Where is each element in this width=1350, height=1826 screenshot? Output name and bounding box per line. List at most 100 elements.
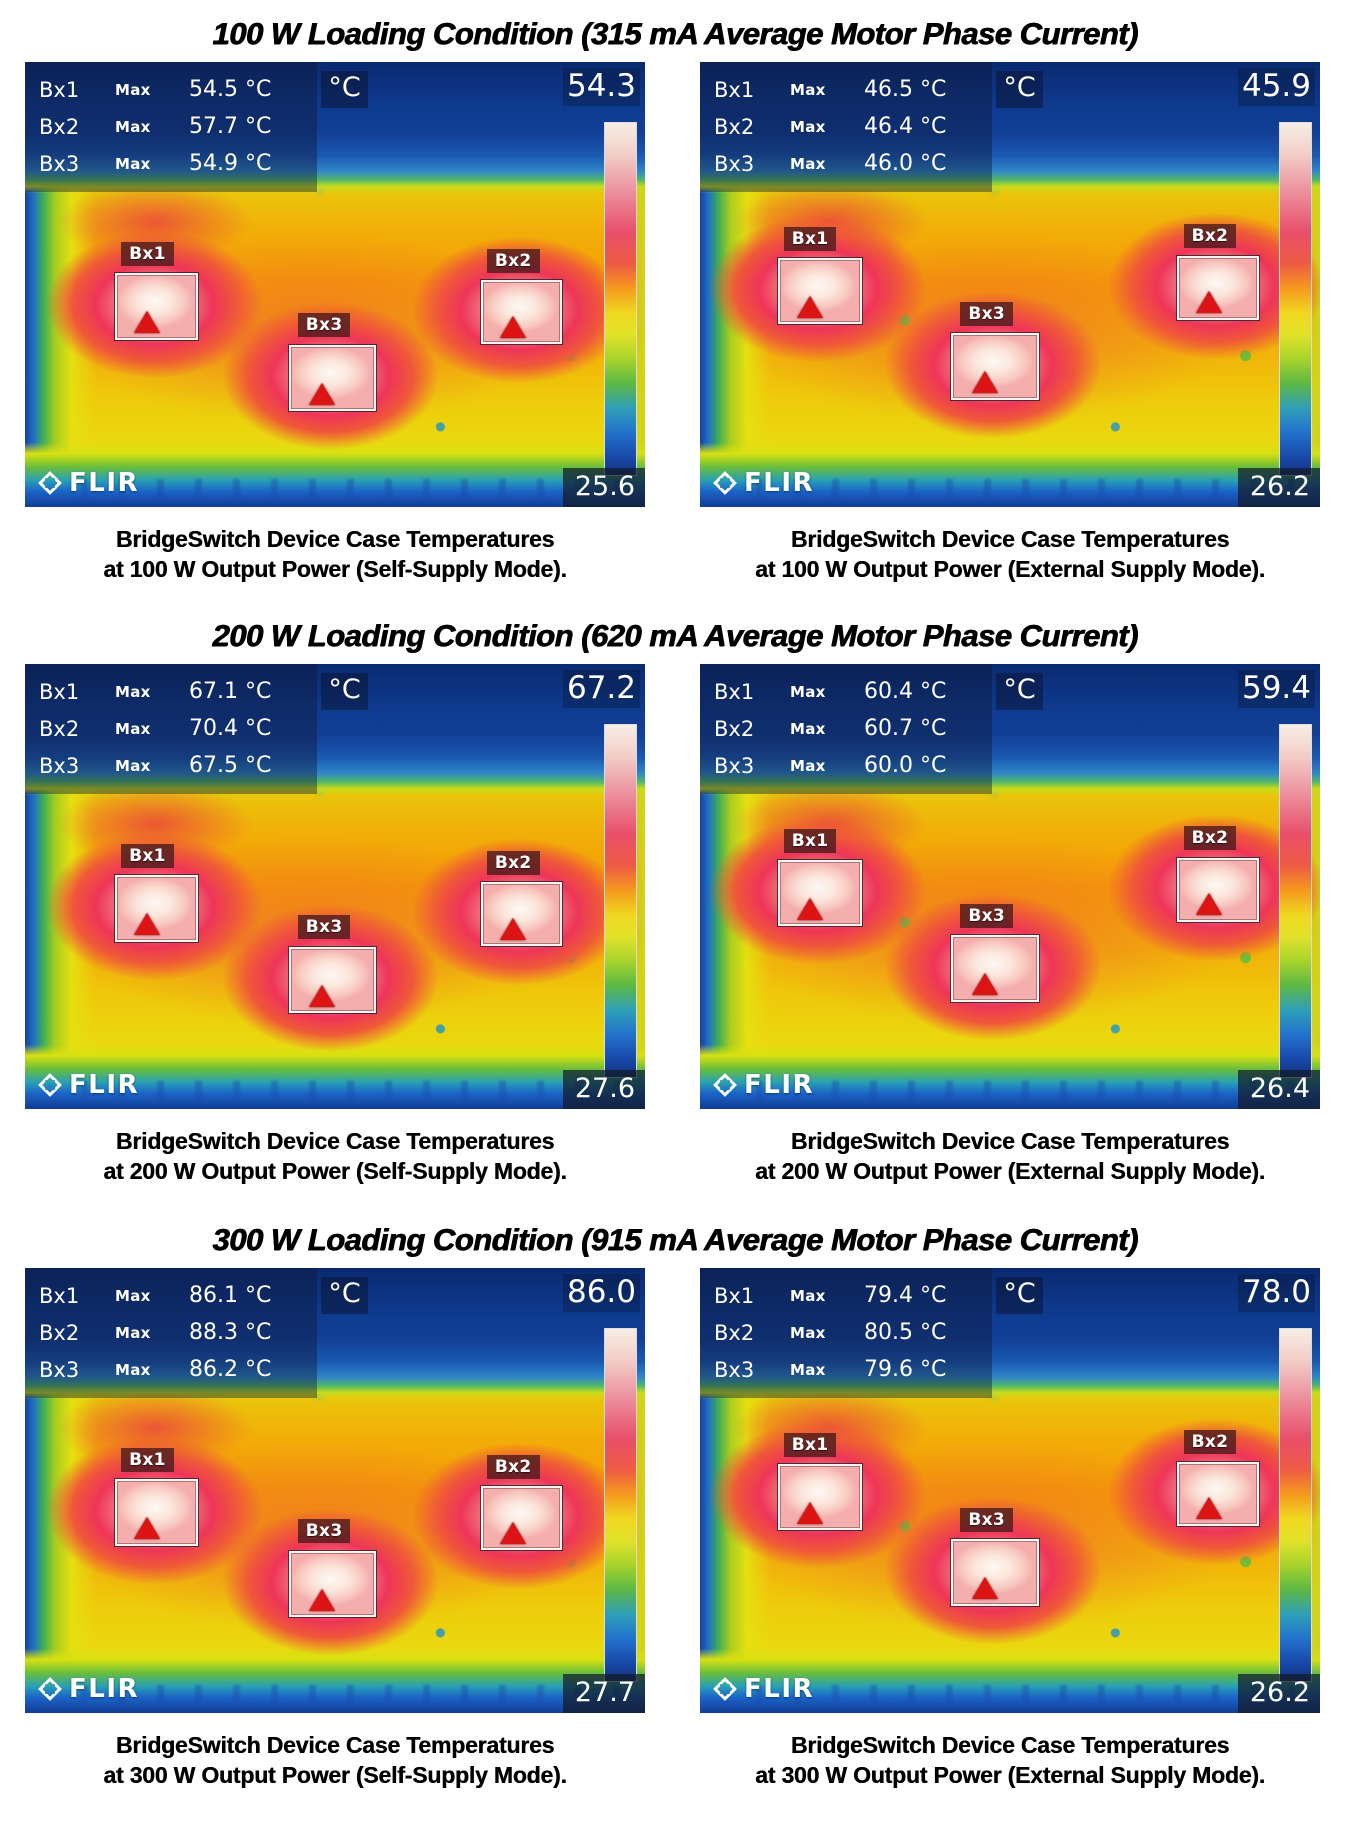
max-stat-label: Max bbox=[790, 1323, 826, 1342]
max-stat-label: Max bbox=[115, 756, 151, 775]
max-stat-label: Max bbox=[790, 1286, 826, 1305]
caption-line-2: at 200 W Output Power (Self-Supply Mode)… bbox=[103, 1158, 567, 1184]
marker-label-bx1: Bx1 bbox=[783, 828, 837, 853]
marker-label-bx1: Bx1 bbox=[121, 242, 174, 267]
image-caption: BridgeSwitch Device Case Temperatures at… bbox=[700, 1126, 1320, 1186]
color-scale-bar bbox=[604, 724, 637, 1078]
color-scale-bar bbox=[1279, 122, 1312, 476]
marker-box-bx2 bbox=[480, 1486, 563, 1551]
marker-box-bx3 bbox=[288, 946, 377, 1013]
hotspot-triangle-icon bbox=[797, 1501, 824, 1524]
connector-pins-strip bbox=[724, 1684, 1296, 1705]
box-label: Bx2 bbox=[714, 114, 755, 139]
max-stat-label: Max bbox=[790, 80, 826, 99]
box-label: Bx2 bbox=[39, 114, 80, 139]
max-temperature-value: 86.2 °C bbox=[189, 1357, 272, 1382]
measurement-row: Bx1 Max 86.1 °C bbox=[25, 1277, 317, 1314]
caption-line-2: at 300 W Output Power (External Supply M… bbox=[755, 1762, 1265, 1788]
hotspot-triangle-icon bbox=[1196, 1497, 1223, 1520]
marker-label-bx2: Bx2 bbox=[1183, 1430, 1237, 1455]
marker-label-bx3: Bx3 bbox=[960, 1508, 1014, 1533]
flir-logo-text: FLIR bbox=[744, 1070, 815, 1100]
marker-box-bx1 bbox=[777, 859, 863, 927]
max-stat-label: Max bbox=[790, 1360, 826, 1379]
celsius-unit-label: °C bbox=[321, 1276, 368, 1314]
flir-logo: FLIR bbox=[712, 468, 814, 498]
measurement-row: Bx3 Max 46.0 °C bbox=[700, 145, 992, 182]
measurement-row: Bx2 Max 80.5 °C bbox=[700, 1314, 992, 1351]
section-title: 100 W Loading Condition (315 mA Average … bbox=[212, 16, 1138, 51]
figure-column: Bx1 Bx3 Bx2 Bx1 Max 54.5 °C Bx2 Max 57.7 °C Bx3 Ma… bbox=[25, 62, 645, 584]
max-stat-label: Max bbox=[115, 1360, 151, 1379]
figure-column: Bx1 Bx3 Bx2 Bx1 Max 79.4 °C Bx2 Max 80.5 °C Bx3 Ma… bbox=[700, 1268, 1320, 1790]
box-label: Bx3 bbox=[39, 151, 80, 176]
marker-box-bx2 bbox=[1177, 255, 1259, 320]
celsius-unit-label: °C bbox=[996, 70, 1043, 108]
box-label: Bx1 bbox=[714, 1283, 755, 1308]
max-temperature-value: 79.4 °C bbox=[864, 1283, 947, 1308]
max-temperature-value: 86.1 °C bbox=[189, 1283, 272, 1308]
caption-line-2: at 100 W Output Power (Self-Supply Mode)… bbox=[103, 556, 567, 582]
max-temperature-value: 79.6 °C bbox=[864, 1357, 947, 1382]
max-stat-label: Max bbox=[790, 682, 826, 701]
section-title: 300 W Loading Condition (915 mA Average … bbox=[212, 1222, 1138, 1257]
color-scale-bar bbox=[604, 122, 637, 476]
marker-label-bx2: Bx2 bbox=[486, 850, 540, 875]
box-label: Bx1 bbox=[39, 679, 80, 704]
marker-box-bx1 bbox=[777, 1463, 863, 1531]
celsius-unit-label: °C bbox=[996, 672, 1043, 710]
scale-max-value: 78.0 bbox=[1237, 1274, 1315, 1312]
measurement-overlay: Bx1 Max 60.4 °C Bx2 Max 60.7 °C Bx3 Max 60.0 °C bbox=[700, 664, 992, 794]
section-200w: 200 W Loading Condition (620 mA Average … bbox=[0, 616, 1350, 1186]
figure-column: Bx1 Bx3 Bx2 Bx1 Max 67.1 °C Bx2 Max 70.4 °C Bx3 Ma… bbox=[25, 664, 645, 1186]
max-temperature-value: 46.0 °C bbox=[864, 151, 947, 176]
connector-pins-strip bbox=[49, 1080, 621, 1101]
image-row: Bx1 Bx3 Bx2 Bx1 Max 86.1 °C Bx2 Max 88.3 °C Bx3 Ma… bbox=[0, 1268, 1350, 1790]
max-temperature-value: 60.0 °C bbox=[864, 753, 947, 778]
max-stat-label: Max bbox=[115, 682, 151, 701]
thermal-image-200w-self-supply: Bx1 Bx3 Bx2 Bx1 Max 67.1 °C Bx2 Max 70.4 °C Bx3 Ma… bbox=[25, 664, 645, 1109]
image-caption: BridgeSwitch Device Case Temperatures at… bbox=[700, 1730, 1320, 1790]
max-stat-label: Max bbox=[115, 1286, 151, 1305]
max-stat-label: Max bbox=[790, 756, 826, 775]
marker-box-bx1 bbox=[114, 273, 199, 340]
flir-logo-text: FLIR bbox=[744, 468, 815, 498]
measurement-row: Bx2 Max 70.4 °C bbox=[25, 710, 317, 747]
color-scale-bar bbox=[1279, 1328, 1312, 1682]
marker-box-bx3 bbox=[951, 1539, 1039, 1606]
max-temperature-value: 54.5 °C bbox=[189, 77, 272, 102]
image-caption: BridgeSwitch Device Case Temperatures at… bbox=[25, 524, 645, 584]
marker-box-bx2 bbox=[1177, 857, 1259, 922]
measurement-row: Bx2 Max 88.3 °C bbox=[25, 1314, 317, 1351]
flir-logo-text: FLIR bbox=[744, 1674, 815, 1704]
max-stat-label: Max bbox=[115, 154, 151, 173]
max-temperature-value: 80.5 °C bbox=[864, 1320, 947, 1345]
measurement-row: Bx2 Max 46.4 °C bbox=[700, 108, 992, 145]
marker-box-bx1 bbox=[114, 875, 199, 942]
measurement-row: Bx1 Max 46.5 °C bbox=[700, 71, 992, 108]
marker-box-bx2 bbox=[1177, 1461, 1259, 1526]
measurement-overlay: Bx1 Max 46.5 °C Bx2 Max 46.4 °C Bx3 Max 46.0 °C bbox=[700, 62, 992, 192]
celsius-unit-label: °C bbox=[321, 672, 368, 710]
celsius-unit-label: °C bbox=[321, 70, 368, 108]
measurement-overlay: Bx1 Max 86.1 °C Bx2 Max 88.3 °C Bx3 Max 86.2 °C bbox=[25, 1268, 317, 1398]
max-temperature-value: 46.5 °C bbox=[864, 77, 947, 102]
marker-label-bx2: Bx2 bbox=[1183, 224, 1237, 249]
max-stat-label: Max bbox=[790, 719, 826, 738]
connector-pins-strip bbox=[49, 478, 621, 499]
flir-logo: FLIR bbox=[37, 1070, 139, 1100]
hotspot-triangle-icon bbox=[499, 315, 526, 338]
box-label: Bx1 bbox=[39, 1283, 80, 1308]
max-temperature-value: 70.4 °C bbox=[189, 716, 272, 741]
max-stat-label: Max bbox=[115, 1323, 151, 1342]
measurement-row: Bx2 Max 60.7 °C bbox=[700, 710, 992, 747]
flir-logo-text: FLIR bbox=[69, 468, 140, 498]
measurement-row: Bx1 Max 54.5 °C bbox=[25, 71, 317, 108]
max-temperature-value: 88.3 °C bbox=[189, 1320, 272, 1345]
hotspot-triangle-icon bbox=[308, 382, 335, 405]
box-label: Bx1 bbox=[714, 77, 755, 102]
marker-label-bx2: Bx2 bbox=[486, 248, 540, 273]
marker-label-bx1: Bx1 bbox=[783, 1432, 837, 1457]
caption-line-1: BridgeSwitch Device Case Temperatures bbox=[115, 1128, 555, 1154]
flir-logo: FLIR bbox=[712, 1674, 814, 1704]
